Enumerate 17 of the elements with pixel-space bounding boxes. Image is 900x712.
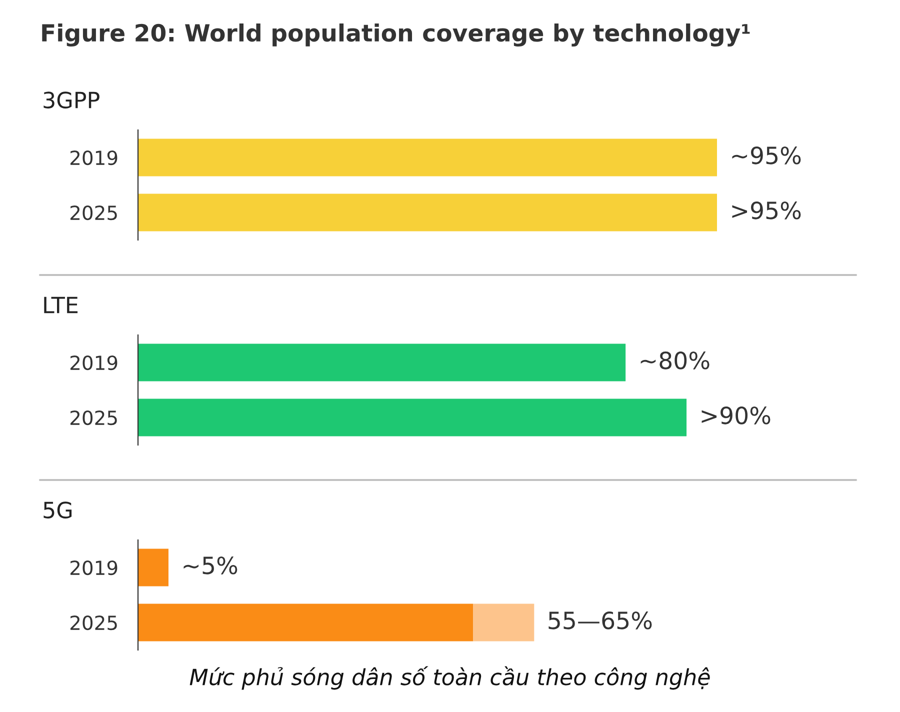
y-tick-label: 2019 — [70, 560, 118, 576]
chart-title: 3GPP — [44, 92, 100, 108]
data-label: >95% — [732, 201, 801, 220]
text: Mức phủ sóng dân số toàn cầu theo công nghệ — [190, 666, 710, 690]
data-label: 55—65% — [548, 611, 652, 630]
chart-title: 5G — [44, 502, 72, 518]
chart-title: LTE — [44, 296, 78, 314]
data-label: ~5% — [184, 556, 238, 574]
y-tick-label: 2025 — [70, 615, 117, 630]
y-tick-label: 2019 — [70, 150, 118, 166]
caption: Figure 20: World population coverage by technology¹ — [42, 23, 750, 47]
y-tick-label: 2025 — [70, 410, 117, 426]
y-tick-label: 2019 — [70, 355, 118, 370]
data-label: >90% — [702, 406, 770, 424]
data-label: ~95% — [732, 146, 801, 164]
y-tick-label: 2025 — [70, 205, 117, 220]
data-label: ~80% — [640, 351, 710, 370]
